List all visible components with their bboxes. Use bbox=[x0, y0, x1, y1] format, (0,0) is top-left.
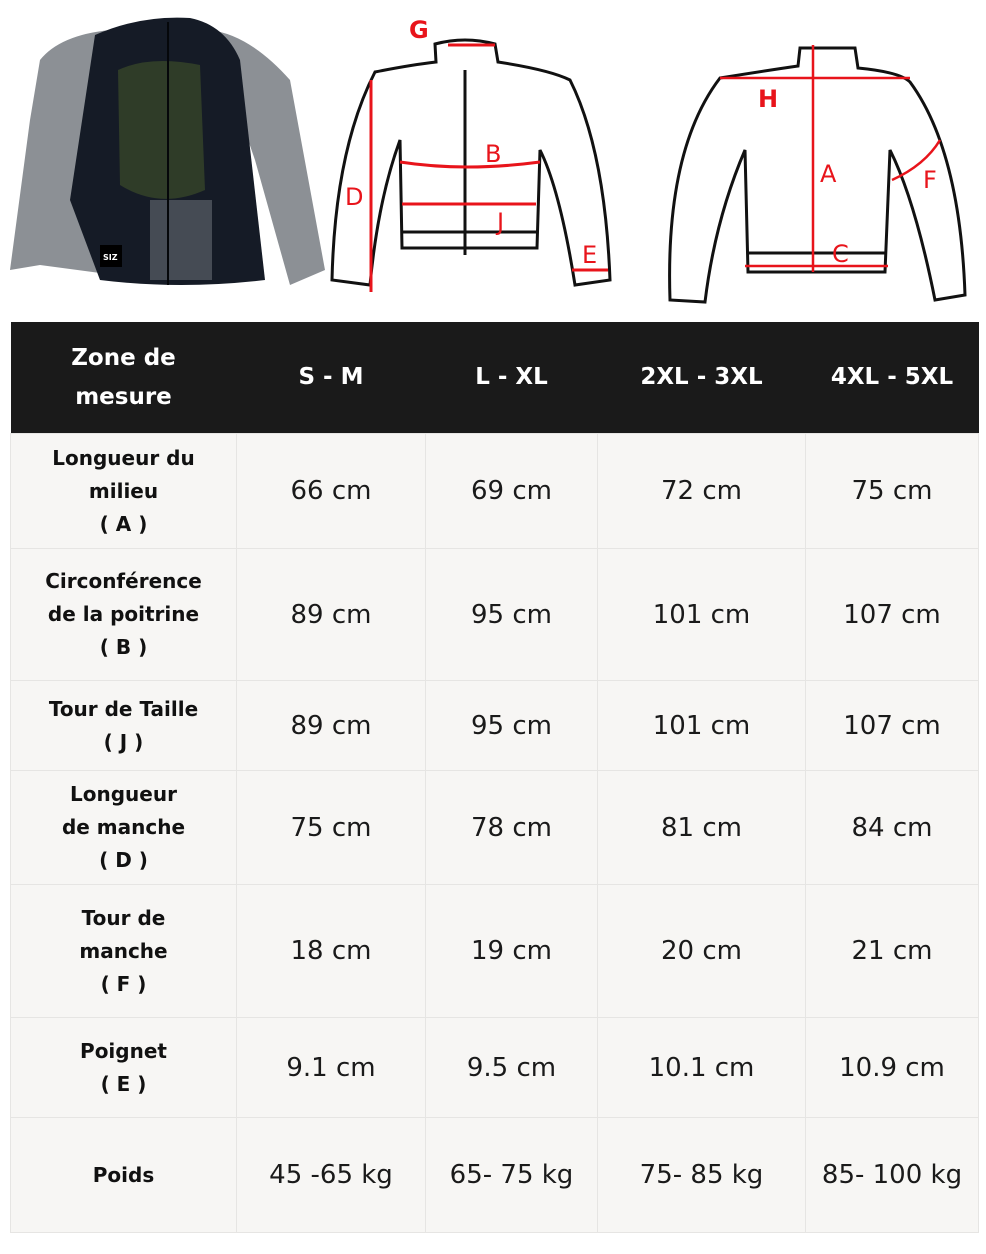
size-diagrams: SIZ G B D J E H bbox=[0, 0, 986, 320]
header-size: 4XL - 5XL bbox=[805, 322, 979, 434]
zone-label-line: Longueur du bbox=[52, 445, 195, 470]
size-value: 72 cm bbox=[597, 433, 806, 549]
zone-code: ( E ) bbox=[100, 1071, 147, 1096]
zone-label-line: manche bbox=[79, 938, 168, 963]
size-value: 89 cm bbox=[236, 680, 426, 771]
zone-label-line: milieu bbox=[88, 478, 159, 503]
label-d: D bbox=[345, 183, 363, 211]
size-value: 21 cm bbox=[805, 884, 979, 1018]
size-value: 45 -65 kg bbox=[236, 1117, 426, 1233]
zone-label-line: de la poitrine bbox=[47, 602, 200, 626]
size-value: 107 cm bbox=[805, 548, 979, 681]
label-h: H bbox=[758, 85, 778, 113]
front-diagram: G B D J E bbox=[330, 16, 612, 292]
header-size: S - M bbox=[236, 322, 426, 434]
size-value: 84 cm bbox=[805, 770, 979, 885]
size-value: 81 cm bbox=[597, 770, 806, 885]
size-value: 10.9 cm bbox=[805, 1017, 979, 1118]
table-header-row: Zone de mesure S - M L - XL 2XL - 3XL 4XL… bbox=[10, 322, 979, 434]
table-row: Circonférence de la poitrine ( B ) 89 cm 95 … bbox=[10, 548, 979, 681]
zone-label-line: Tour de Taille bbox=[48, 696, 199, 721]
size-value: 65- 75 kg bbox=[425, 1117, 598, 1233]
zone-code: ( J ) bbox=[103, 729, 144, 754]
size-value: 85- 100 kg bbox=[805, 1117, 979, 1233]
product-photo: SIZ bbox=[10, 17, 325, 285]
zone-label: Poignet ( E ) bbox=[10, 1017, 237, 1118]
size-value: 95 cm bbox=[425, 680, 598, 771]
product-logo: SIZ bbox=[103, 253, 118, 262]
size-value: 78 cm bbox=[425, 770, 598, 885]
size-value: 101 cm bbox=[597, 548, 806, 681]
label-j: J bbox=[495, 208, 504, 236]
zone-code: ( A ) bbox=[99, 511, 148, 536]
size-value: 69 cm bbox=[425, 433, 598, 549]
zone-label-line: Poids bbox=[92, 1162, 155, 1187]
size-value: 89 cm bbox=[236, 548, 426, 681]
zone-code: ( D ) bbox=[99, 848, 148, 872]
size-value: 20 cm bbox=[597, 884, 806, 1018]
zone-label: Longueur de manche ( D ) bbox=[10, 770, 237, 885]
size-table: Zone de mesure S - M L - XL 2XL - 3XL 4XL… bbox=[10, 322, 979, 1233]
zone-label: Longueur du milieu ( A ) bbox=[10, 433, 237, 549]
zone-label: Circonférence de la poitrine ( B ) bbox=[10, 548, 237, 681]
zone-label: Tour de Taille ( J ) bbox=[10, 680, 237, 771]
header-zone-line: mesure bbox=[75, 383, 172, 410]
header-size: L - XL bbox=[425, 322, 598, 434]
zone-label: Poids bbox=[10, 1117, 237, 1233]
table-row: Poignet ( E ) 9.1 cm 9.5 cm 10.1 cm 10.9 cm bbox=[10, 1017, 979, 1118]
label-e: E bbox=[582, 241, 597, 269]
size-value: 101 cm bbox=[597, 680, 806, 771]
header-zone: Zone de mesure bbox=[10, 322, 237, 434]
size-value: 10.1 cm bbox=[597, 1017, 806, 1118]
zone-label: Tour de manche ( F ) bbox=[10, 884, 237, 1018]
zone-label-line: Circonférence bbox=[45, 569, 202, 593]
label-b: B bbox=[485, 140, 501, 168]
size-value: 107 cm bbox=[805, 680, 979, 771]
size-value: 19 cm bbox=[425, 884, 598, 1018]
size-value: 66 cm bbox=[236, 433, 426, 549]
zone-label-line: Tour de bbox=[81, 905, 166, 930]
table-row: Poids 45 -65 kg 65- 75 kg 75- 85 kg 85- 100 … bbox=[10, 1117, 979, 1233]
size-value: 18 cm bbox=[236, 884, 426, 1018]
label-c: C bbox=[832, 240, 849, 268]
size-value: 9.5 cm bbox=[425, 1017, 598, 1118]
header-size: 2XL - 3XL bbox=[597, 322, 806, 434]
zone-label-line: Poignet bbox=[80, 1038, 167, 1063]
table-row: Longueur de manche ( D ) 75 cm 78 cm 81 cm 84 … bbox=[10, 770, 979, 885]
size-value: 75 cm bbox=[236, 770, 426, 885]
label-f: F bbox=[923, 166, 937, 194]
size-value: 9.1 cm bbox=[236, 1017, 426, 1118]
size-value: 95 cm bbox=[425, 548, 598, 681]
size-value: 75- 85 kg bbox=[597, 1117, 806, 1233]
table-row: Longueur du milieu ( A ) 66 cm 69 cm 72 cm 75 … bbox=[10, 433, 979, 549]
size-value: 75 cm bbox=[805, 433, 979, 549]
label-g: G bbox=[409, 16, 429, 44]
back-diagram: H A C F bbox=[668, 45, 967, 304]
zone-label-line: Longueur bbox=[70, 782, 177, 806]
zone-label-line: de manche bbox=[61, 815, 186, 839]
zone-code: ( F ) bbox=[100, 971, 147, 996]
table-row: Tour de Taille ( J ) 89 cm 95 cm 101 cm 107 c… bbox=[10, 680, 979, 771]
table-row: Tour de manche ( F ) 18 cm 19 cm 20 cm 21 cm bbox=[10, 884, 979, 1018]
label-a: A bbox=[820, 160, 837, 188]
header-zone-line: Zone de bbox=[71, 344, 176, 371]
zone-code: ( B ) bbox=[99, 635, 148, 659]
